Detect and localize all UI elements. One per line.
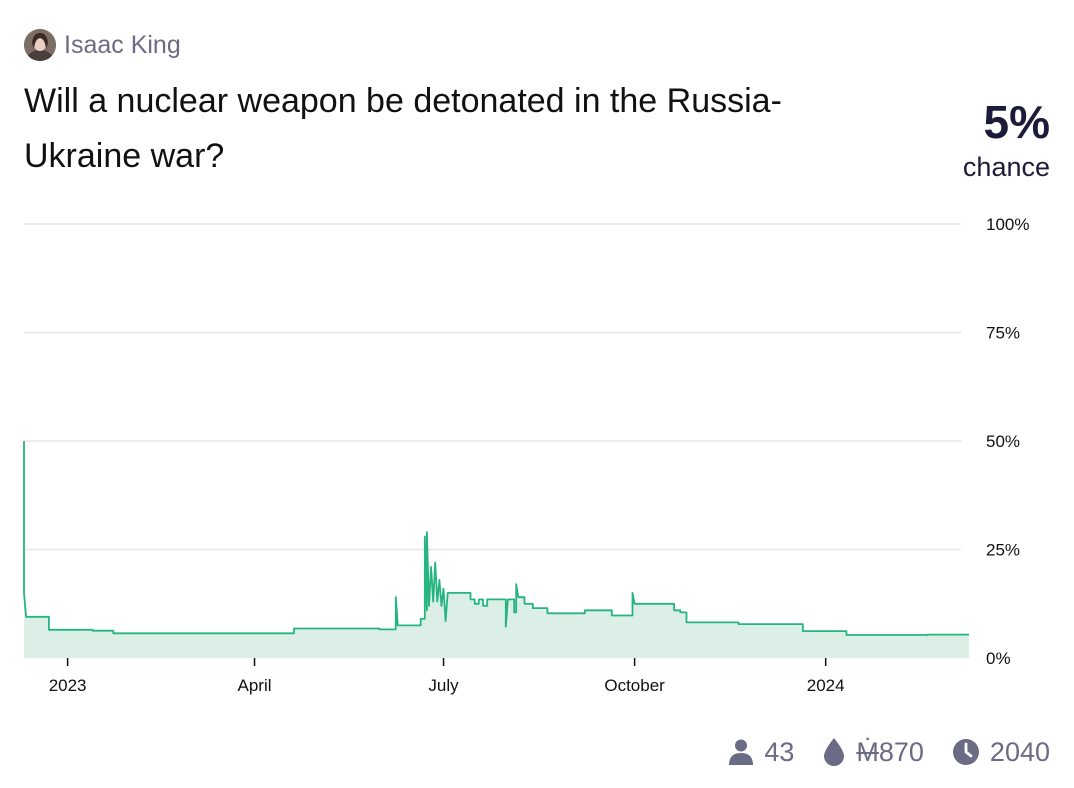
x-tick-label: 2023 (49, 676, 87, 695)
close-date-stat[interactable]: 2040 (952, 737, 1050, 768)
x-tick-label: October (604, 676, 665, 695)
avatar-image (24, 29, 56, 61)
volume-amount: Ṁ870 (856, 737, 924, 768)
probability-line (23, 441, 969, 636)
person-icon (729, 739, 754, 765)
probability-area (24, 441, 969, 658)
y-tick-label: 25% (986, 541, 1020, 560)
probability-display: 5% chance (890, 92, 1050, 182)
y-tick-label: 0% (986, 649, 1011, 668)
question-title: Will a nuclear weapon be detonated in th… (24, 82, 782, 175)
mana-symbol: Ṁ (856, 736, 879, 767)
probability-value: 5% (983, 96, 1050, 148)
author-row[interactable]: Isaac King (24, 28, 181, 62)
y-tick-label: 75% (986, 324, 1020, 343)
traders-stat[interactable]: 43 (728, 737, 794, 768)
probability-chart[interactable]: 0% 25% 50% 75% 100% 2023 April July October 2024 (0, 200, 1074, 710)
x-tick-label: July (428, 676, 459, 695)
traders-count: 43 (764, 736, 795, 767)
author-name[interactable]: Isaac King (64, 30, 181, 59)
volume-value: 870 (878, 736, 924, 767)
y-tick-label: 50% (986, 432, 1020, 451)
volume-stat[interactable]: Ṁ870 (822, 737, 924, 768)
clock-icon (952, 739, 979, 765)
y-tick-label: 100% (986, 215, 1029, 234)
probability-label: chance (962, 152, 1050, 182)
x-tick-label: 2024 (807, 676, 845, 695)
avatar[interactable] (24, 29, 56, 61)
stats-row: 43 Ṁ870 2040 (728, 730, 1050, 774)
close-year: 2040 (989, 736, 1050, 767)
x-tick-label: April (238, 676, 272, 695)
droplet-icon (824, 738, 845, 766)
